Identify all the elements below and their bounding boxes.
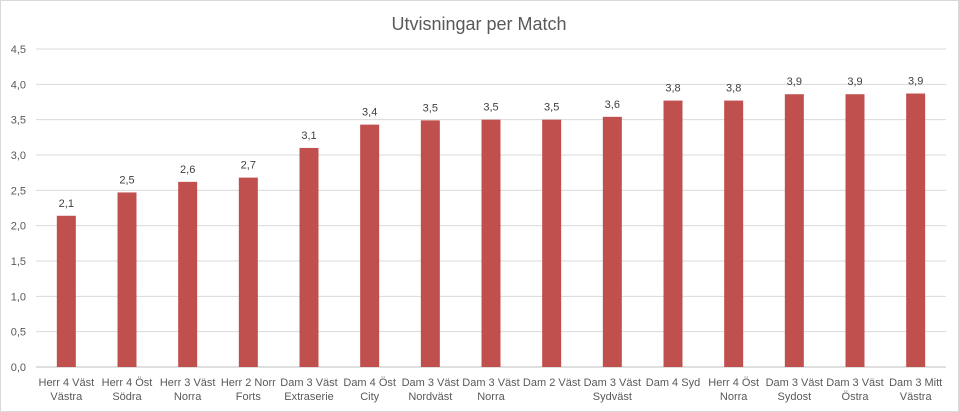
- category-label: Herr 3 Väst Norra: [160, 377, 216, 403]
- bar: [420, 120, 440, 367]
- data-label: 3,6: [605, 99, 620, 111]
- data-label: 2,5: [119, 174, 134, 186]
- y-tick-label: 3,5: [11, 115, 26, 127]
- category-label: Dam 3 Väst Nordväst: [402, 377, 459, 403]
- data-label: 3,5: [544, 102, 559, 114]
- category-label: Dam 3 Väst Sydväst: [584, 377, 641, 403]
- category-label: Dam 2 Väst: [523, 377, 580, 389]
- y-tick-label: 0,5: [11, 327, 26, 339]
- category-label: Dam 3 Väst Norra: [462, 377, 519, 403]
- x-axis-categories: Herr 4 Väst Västra Herr 4 Öst Södra Herr 3 V…: [39, 377, 943, 403]
- data-labels: 2,1 2,5 2,6 2,7 3,1 3,4 3,5 3,5 3,5 3,6 3,8 3,8 3,9 3…: [59, 76, 924, 210]
- data-label: 3,9: [847, 76, 862, 88]
- data-label: 3,1: [301, 130, 316, 142]
- bar: [56, 215, 76, 367]
- bar: [663, 100, 683, 367]
- category-label: Dam 4 Syd: [646, 377, 700, 389]
- y-tick-label: 2,5: [11, 185, 26, 197]
- bar: [845, 94, 865, 367]
- y-tick-label: 4,0: [11, 79, 26, 91]
- data-label: 2,1: [59, 198, 74, 210]
- y-tick-label: 2,0: [11, 221, 26, 233]
- category-label: Herr 4 Öst Norra: [708, 377, 759, 403]
- bar: [542, 119, 562, 368]
- data-label: 2,6: [180, 164, 195, 176]
- bar: [299, 147, 319, 367]
- bars: [56, 93, 926, 368]
- category-label: Herr 2 Norr Forts: [221, 377, 276, 403]
- category-label: Dam 3 Väst Östra: [826, 377, 883, 403]
- data-label: 3,8: [726, 83, 741, 95]
- category-label: Dam 3 Mitt Västra: [889, 377, 942, 403]
- bar: [784, 94, 804, 367]
- bar: [178, 181, 198, 367]
- bar: [602, 116, 622, 367]
- data-label: 3,5: [483, 102, 498, 114]
- category-label: Herr 4 Öst Södra: [102, 377, 153, 403]
- data-label: 3,4: [362, 107, 377, 119]
- y-tick-label: 1,0: [11, 291, 26, 303]
- category-label: Dam 3 Väst Sydost: [766, 377, 823, 403]
- data-label: 3,9: [787, 76, 802, 88]
- data-label: 2,7: [241, 160, 256, 172]
- category-label: Herr 4 Väst Västra: [39, 377, 95, 403]
- category-label: Dam 4 Öst City: [343, 377, 396, 403]
- bar: [906, 93, 926, 368]
- bar: [481, 119, 501, 368]
- bar: [117, 192, 137, 367]
- category-label: Dam 3 Väst Extraserie: [280, 377, 337, 403]
- data-label: 3,5: [423, 102, 438, 114]
- data-label: 3,9: [908, 76, 923, 88]
- data-label: 3,8: [665, 83, 680, 95]
- bar: [724, 100, 744, 367]
- bar: [238, 177, 258, 367]
- y-tick-label: 4,5: [11, 44, 26, 56]
- y-tick-label: 0,0: [11, 362, 26, 374]
- y-tick-label: 3,0: [11, 150, 26, 162]
- bar: [360, 124, 380, 367]
- y-axis-ticks: 0,0 0,5 1,0 1,5 2,0 2,5 3,0 3,5 4,0 4,5: [11, 44, 26, 374]
- y-tick-label: 1,5: [11, 256, 26, 268]
- chart-title: Utvisningar per Match: [391, 14, 566, 34]
